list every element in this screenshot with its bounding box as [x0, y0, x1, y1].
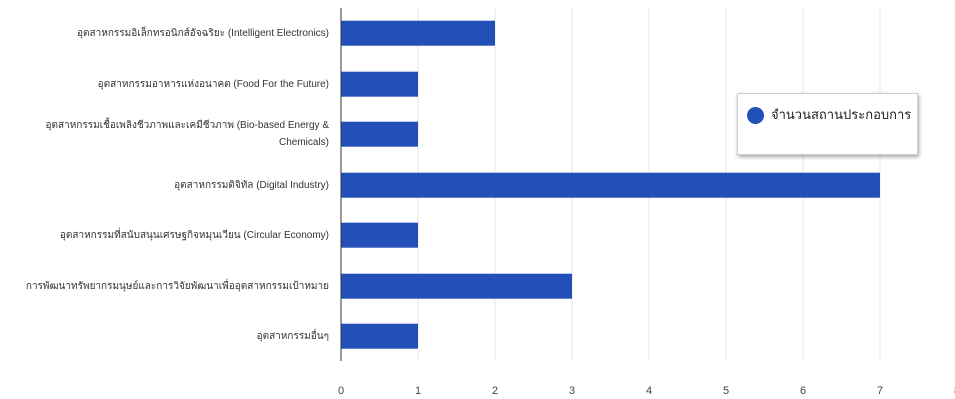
- x-tick-label: 2: [491, 385, 499, 397]
- bar: [341, 172, 880, 198]
- x-tick-label: 3: [568, 385, 576, 397]
- x-tick-label: 6: [799, 385, 807, 397]
- legend-label: จำนวนสถานประกอบการ: [771, 107, 912, 122]
- bar: [341, 323, 418, 349]
- category-label: อุตสาหกรรมอื่นๆ: [256, 330, 329, 342]
- category-label: อุตสาหกรรมอิเล็กทรอนิกส์อัจฉริยะ (Intell…: [77, 27, 329, 39]
- x-tick-label: 4: [645, 385, 653, 397]
- category-label: การพัฒนาทรัพยากรมนุษย์และการวิจัยพัฒนาเพ…: [25, 280, 329, 292]
- category-label: อุตสาหกรรมอาหารแห่งอนาคต (Food For the F…: [97, 78, 329, 90]
- bar: [341, 222, 418, 248]
- category-label: อุตสาหกรรมที่สนับสนุนเศรษฐกิจหมุนเวียน (…: [59, 229, 329, 241]
- bar: [341, 71, 418, 97]
- x-tick-label: 5: [722, 385, 730, 397]
- legend: จำนวนสถานประกอบการ: [737, 93, 918, 155]
- x-tick-label: 1: [414, 385, 422, 397]
- bar: [341, 20, 495, 46]
- x-tick-label: 0: [337, 385, 345, 397]
- category-label: อุตสาหกรรมเชื้อเพลิงชีวภาพและเคมีชีวภาพ …: [45, 120, 329, 149]
- bar: [341, 273, 572, 299]
- x-tick-label: 8: [947, 385, 955, 397]
- legend-swatch: [747, 107, 764, 124]
- bar: [341, 121, 418, 147]
- x-tick-label: 7: [876, 385, 884, 397]
- category-label: อุตสาหกรรมดิจิทัล (Digital Industry): [174, 179, 329, 191]
- bars: [341, 20, 880, 349]
